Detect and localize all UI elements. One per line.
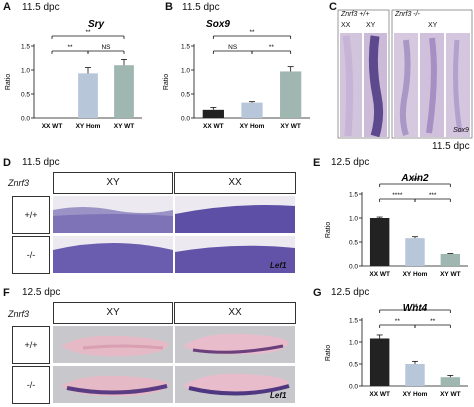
panel-f-col-xx: XX	[174, 302, 296, 324]
significance-label: **	[395, 318, 401, 325]
x-tick-label: XY Hom	[76, 123, 101, 130]
panel-g-stage: 12.5 dpc	[331, 287, 370, 298]
panel-f-col-xy: XY	[53, 302, 173, 324]
panel-f-row-ko: -/-	[12, 366, 50, 404]
x-tick-label: XX WT	[42, 123, 63, 130]
panel-c-image	[337, 9, 473, 139]
panel-d-col-xy: XY	[53, 172, 173, 194]
chart-b: Sox9 Ratio 0.0 0.5 1.0 1.5 XX WT XY Hom XY WT ** N…	[163, 19, 310, 130]
significance-label: ****	[410, 177, 421, 184]
y-tick-label: 1.0	[21, 68, 30, 75]
panel-d-row-wt: +/+	[12, 196, 50, 234]
y-axis-label: Ratio	[325, 222, 332, 238]
panel-f-label: F	[3, 287, 10, 299]
significance-label: **	[85, 29, 91, 36]
chart-title: Sox9	[206, 19, 230, 30]
panel-f-row-wt: +/+	[12, 326, 50, 364]
panel-e-stage: 12.5 dpc	[331, 157, 370, 168]
bar	[114, 65, 134, 118]
y-axis-label: Ratio	[5, 74, 12, 90]
x-tick-label: XX WT	[369, 391, 390, 398]
y-tick-label: 1.5	[349, 192, 358, 199]
x-tick-label: XY WT	[440, 271, 460, 278]
bar	[405, 238, 425, 266]
x-tick-label: XX WT	[369, 271, 390, 278]
bar	[78, 73, 98, 118]
panel-g-label: G	[313, 287, 322, 299]
x-tick-label: XY WT	[440, 391, 460, 398]
panel-f-image	[53, 326, 295, 403]
panel-f-probe: Lef1	[270, 391, 287, 400]
x-tick-label: XY Hom	[240, 123, 265, 130]
x-tick-label: XY WT	[280, 123, 300, 130]
panel-c-label: C	[329, 1, 337, 13]
significance-label: ****	[392, 192, 403, 199]
y-axis-label: Ratio	[325, 345, 332, 361]
bar	[440, 254, 461, 266]
x-tick-label: XY Hom	[403, 391, 428, 398]
significance-label: **	[269, 44, 275, 51]
significance-label: **	[249, 29, 255, 36]
panel-d-stage: 11.5 dpc	[22, 157, 60, 168]
bar	[369, 338, 390, 386]
significance-label: ***	[429, 192, 437, 199]
panel-a-label: A	[3, 1, 11, 13]
significance-label: **	[430, 318, 436, 325]
x-tick-label: XX WT	[203, 123, 224, 130]
y-tick-label: 0.5	[181, 92, 190, 99]
chart-title: Sry	[88, 19, 105, 30]
panel-d-gene-row: Znrf3	[8, 178, 30, 188]
panel-b-label: B	[165, 1, 173, 13]
panel-c-gene: Sox9	[453, 127, 469, 134]
y-tick-label: 0.5	[349, 240, 358, 247]
y-tick-label: 1.0	[349, 340, 358, 347]
significance-label: **	[412, 303, 418, 310]
y-tick-label: 0.5	[349, 362, 358, 369]
significance-label: NS	[101, 44, 111, 51]
panel-f-stage: 12.5 dpc	[22, 287, 61, 298]
panel-e-label: E	[313, 157, 321, 169]
y-tick-label: 1.0	[181, 68, 190, 75]
bar	[202, 109, 224, 118]
significance-label: NS	[228, 44, 238, 51]
chart-title: Wnt4	[403, 303, 428, 314]
chart-g: Wnt4 Ratio 0.0 0.5 1.0 1.5 XX WT XY Hom XY WT ** *…	[325, 303, 468, 398]
panel-d-row-ko: -/-	[12, 236, 50, 274]
bar	[405, 364, 425, 386]
bar	[440, 377, 461, 386]
panel-c-col-xy: XY	[366, 22, 376, 29]
chart-e: Axin2 Ratio 0.0 0.5 1.0 1.5 XX WT XY Hom XY WT **…	[325, 173, 468, 278]
panel-b-stage: 11.5 dpc	[182, 2, 220, 13]
y-tick-label: 1.0	[349, 216, 358, 223]
chart-title: Axin2	[400, 173, 429, 184]
panel-f-gene-row: Znrf3	[8, 309, 30, 319]
panel-d-col-xx: XX	[174, 172, 296, 194]
significance-label: **	[67, 44, 73, 51]
panel-c-stage: 11.5 dpc	[432, 141, 470, 152]
panel-c-col-xx: XX	[341, 22, 351, 29]
y-axis-label: Ratio	[163, 74, 170, 90]
y-tick-label: 0.0	[349, 264, 358, 271]
y-tick-label: 0.0	[181, 116, 190, 123]
panel-d-image	[53, 196, 295, 273]
panel-a-stage: 11.5 dpc	[22, 2, 60, 13]
panel-c-group-ko: Znrf3 -/-	[395, 11, 420, 18]
y-tick-label: 1.5	[181, 44, 190, 51]
bar	[241, 102, 263, 118]
y-tick-label: 1.5	[349, 318, 358, 325]
panel-d-label: D	[3, 157, 11, 169]
y-tick-label: 0.0	[349, 384, 358, 391]
panel-c-col-ko-xy: XY	[428, 22, 438, 29]
y-tick-label: 0.5	[21, 92, 30, 99]
panel-d-probe: Lef1	[270, 261, 287, 270]
x-tick-label: XY Hom	[403, 271, 428, 278]
x-tick-label: XY WT	[114, 123, 134, 130]
y-tick-label: 1.5	[21, 44, 30, 51]
panel-c-group-wt: Znrf3 +/+	[341, 11, 370, 18]
bar	[280, 71, 302, 118]
y-tick-label: 0.0	[21, 116, 30, 123]
bar	[369, 218, 390, 266]
chart-a: Sry Ratio 0.0 0.5 1.0 1.5 XX WT XY Hom XY WT ** **…	[5, 19, 142, 130]
